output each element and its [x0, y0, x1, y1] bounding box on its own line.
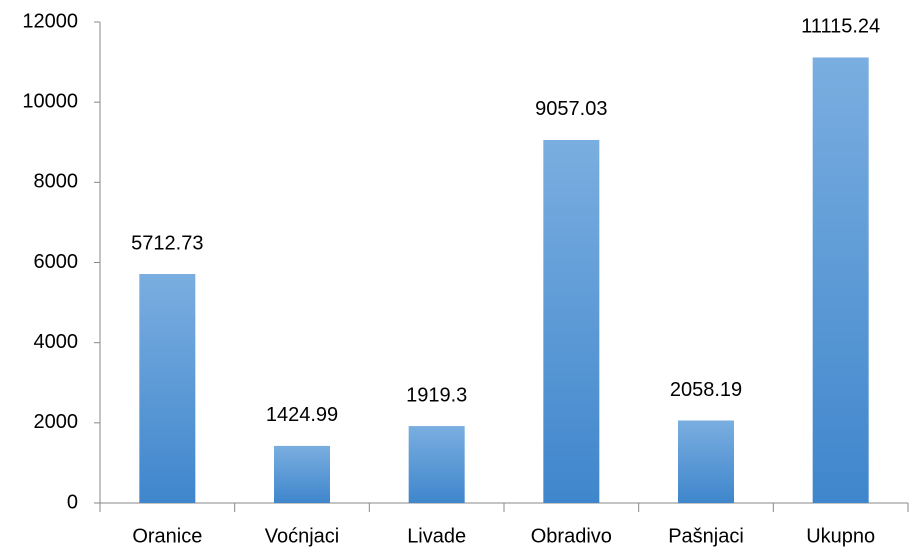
y-tick-label: 2000 — [34, 411, 79, 433]
y-tick-label: 0 — [67, 491, 78, 513]
x-tick-label: Ukupno — [806, 525, 875, 547]
data-label: 5712.73 — [131, 232, 203, 254]
y-tick-label: 6000 — [34, 251, 79, 273]
bar — [678, 420, 734, 503]
x-tick-label: Voćnjaci — [265, 525, 340, 547]
bar — [139, 274, 196, 503]
y-tick-label: 12000 — [22, 10, 78, 32]
data-label: 11115.24 — [801, 16, 880, 38]
data-label: 2058.19 — [670, 379, 742, 401]
bar — [812, 57, 869, 503]
x-tick-label: Oranice — [132, 525, 202, 547]
x-tick-label: Livade — [407, 525, 466, 547]
data-label: 9057.03 — [535, 98, 607, 120]
bar — [543, 139, 600, 503]
data-label: 1424.99 — [266, 404, 338, 426]
y-tick-label: 4000 — [34, 331, 79, 353]
y-tick-label: 10000 — [22, 90, 78, 112]
data-label: 1919.3 — [406, 384, 467, 406]
x-tick-label: Pašnjaci — [668, 525, 744, 547]
y-tick-label: 8000 — [34, 171, 79, 193]
bar — [408, 426, 465, 503]
x-tick-label: Obradivo — [531, 525, 612, 547]
bar — [274, 445, 330, 503]
